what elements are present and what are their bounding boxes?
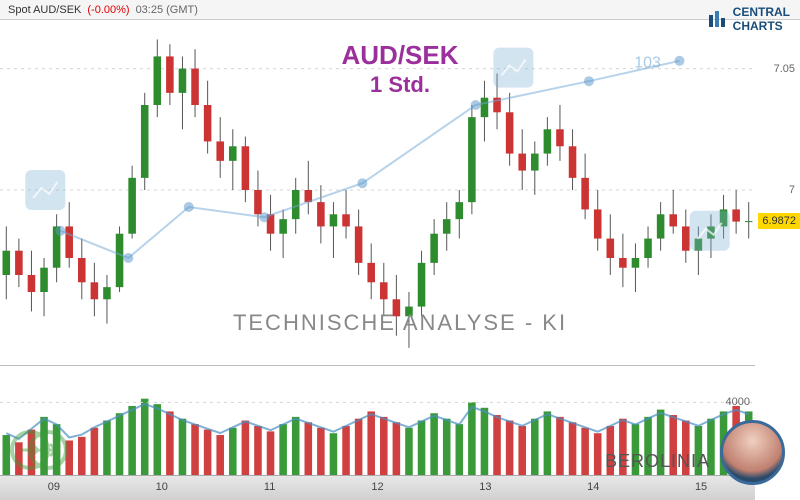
y-axis: 7.05 7 6.9872	[755, 20, 800, 360]
timestamp: 03:25 (GMT)	[136, 4, 198, 16]
current-price-badge: 6.9872	[758, 213, 800, 229]
avatar-icon[interactable]	[720, 420, 785, 485]
x-tick: 12	[371, 481, 383, 493]
instrument-title: Spot AUD/SEK	[8, 4, 81, 16]
pair-interval: 1 Std.	[370, 72, 430, 98]
x-tick: 11	[264, 481, 275, 493]
chart-header: Spot AUD/SEK (-0.00%) 03:25 (GMT)	[0, 0, 800, 20]
arrow-watermark-icon	[10, 420, 70, 480]
x-tick: 13	[479, 481, 491, 493]
x-tick: 09	[48, 481, 60, 493]
volume-ytick: 4000	[726, 396, 750, 408]
price-change: (-0.00%)	[87, 4, 129, 16]
svg-text:103: 103	[634, 55, 661, 72]
x-tick: 10	[156, 481, 168, 493]
x-axis: 09 10 11 12 13 14 15	[0, 475, 755, 500]
x-tick: 14	[587, 481, 599, 493]
berolinia-label: BEROLINIA	[605, 451, 710, 472]
price-chart[interactable]: 103	[0, 20, 755, 360]
y-tick: 7	[789, 184, 795, 196]
y-tick: 7.05	[774, 63, 795, 75]
x-tick: 15	[695, 481, 707, 493]
pair-symbol: AUD/SEK	[341, 40, 458, 71]
logo-text-1: CENTRAL	[733, 5, 790, 19]
analysis-label: TECHNISCHE ANALYSE - KI	[233, 310, 567, 336]
